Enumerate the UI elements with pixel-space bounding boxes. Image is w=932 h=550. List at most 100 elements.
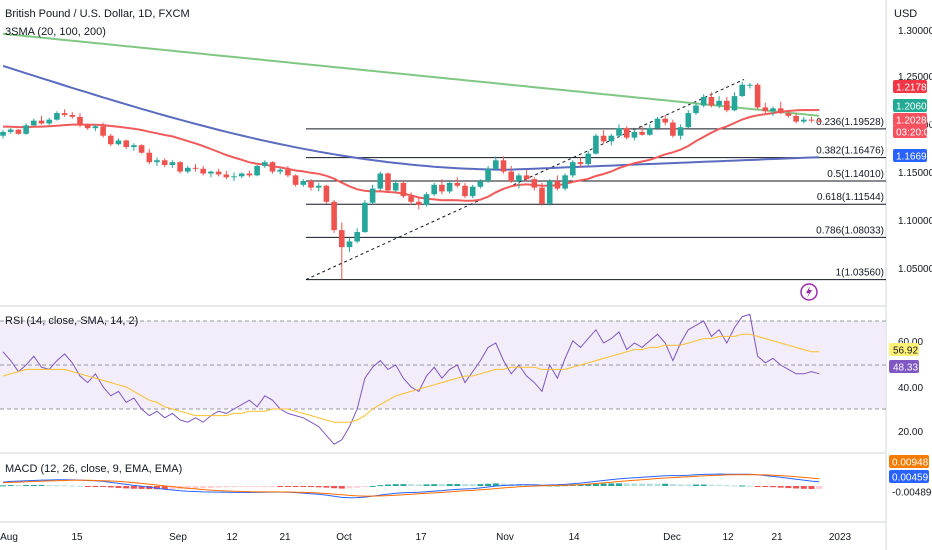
time-tick-label: Oct	[336, 532, 352, 543]
candle-body	[593, 135, 599, 154]
macd-histogram-bar	[130, 486, 137, 489]
candle-body	[570, 162, 576, 176]
price-tag	[893, 125, 927, 138]
macd-histogram-bar	[793, 486, 800, 489]
fib-level-label: 0.382(1.16476)	[816, 146, 884, 157]
candle-body	[693, 105, 699, 114]
candle-body	[454, 182, 461, 186]
candle-body	[392, 182, 399, 191]
chart-title: British Pound / U.S. Dollar, 1D, FXCM	[5, 8, 190, 20]
candle-body	[554, 181, 561, 189]
macd-histogram-bar	[662, 483, 669, 486]
candle-body	[385, 173, 391, 191]
macd-histogram-bar	[485, 483, 492, 486]
candle-body	[131, 145, 137, 148]
price-axis[interactable]: 1.300001.250001.200001.150001.100001.050…	[889, 26, 932, 499]
candlesticks	[0, 81, 822, 280]
macd-histogram-bar	[0, 485, 6, 487]
price-tick-label: 1.05000	[898, 264, 932, 275]
macd-histogram-bar	[800, 486, 807, 489]
macd-histogram-bar	[23, 485, 30, 487]
candle-body	[662, 118, 668, 123]
candle-body	[747, 84, 753, 86]
fib-level-label: 1(1.03560)	[836, 268, 884, 279]
macd-histogram-bar	[223, 486, 230, 488]
macd-histogram-bar	[7, 485, 14, 487]
macd-histogram-bar	[616, 483, 622, 486]
macd-histogram-bar	[30, 485, 37, 487]
candle-body	[246, 173, 253, 176]
time-axis[interactable]: Aug 15 Sep 12 21 Oct 17 Nov 14 Dec 12 21 2023	[0, 532, 851, 543]
rsi-tick-label: 40.00	[898, 383, 923, 394]
macd-histogram-bar	[739, 485, 746, 487]
macd-histogram-bar	[531, 484, 538, 486]
price-tick-label: 1.15000	[898, 168, 932, 179]
candle-body	[416, 201, 422, 205]
candle-body	[770, 108, 776, 112]
macd-histogram-bar	[408, 484, 415, 486]
macd-histogram-bar	[716, 484, 723, 486]
macd-histogram-bar	[354, 486, 361, 488]
macd-histogram-bar	[315, 486, 322, 488]
candle-body	[69, 114, 76, 117]
macd-histogram-bar	[107, 486, 114, 488]
macd-value-tag	[889, 455, 929, 468]
candle-body	[431, 184, 437, 195]
candle-body	[523, 175, 530, 180]
candle-body	[731, 96, 738, 111]
macd-value-label: -0.00489	[892, 488, 932, 499]
time-tick-label: Sep	[169, 532, 187, 543]
candle-body	[700, 97, 707, 106]
candle-body	[762, 107, 769, 112]
candle-body	[339, 230, 345, 248]
price-tag-label: 03:20:00	[896, 128, 932, 139]
time-tick-label: 21	[279, 532, 291, 543]
macd-histogram-bar	[284, 486, 291, 487]
time-tick-label: Aug	[0, 532, 18, 543]
macd-histogram-bar	[585, 484, 592, 486]
candle-body	[292, 175, 299, 185]
fibonacci-retracement[interactable]: 0.236(1.19528) 0.382(1.16476) 0.5(1.14010)…	[305, 79, 886, 281]
macd-histogram-bar	[677, 484, 684, 486]
candle-body	[84, 125, 91, 129]
lightning-icon[interactable]	[800, 283, 818, 301]
candle-body	[716, 100, 722, 106]
macd-panel	[0, 473, 823, 499]
candle-body	[123, 140, 129, 148]
macd-histogram-bar	[762, 486, 769, 487]
macd-histogram-bar	[639, 483, 646, 486]
macd-histogram-bar	[292, 486, 299, 487]
candle-body	[685, 113, 692, 128]
macd-line	[2, 473, 820, 499]
macd-histogram-bar	[754, 486, 761, 487]
macd-histogram-bar	[277, 486, 284, 487]
macd-histogram-bar	[685, 484, 692, 486]
candle-body	[739, 84, 745, 97]
macd-histogram-bar	[777, 486, 784, 488]
price-tag-label: 1.20607	[896, 102, 932, 113]
macd-histogram-bar	[61, 485, 68, 487]
candle-body	[323, 185, 330, 202]
macd-histogram-bar	[693, 484, 699, 486]
candle-body	[161, 160, 168, 165]
candle-body	[362, 202, 368, 233]
macd-histogram-bar	[631, 483, 638, 486]
macd-histogram-bar	[608, 483, 615, 486]
candle-body	[77, 116, 83, 126]
macd-histogram-bar	[816, 486, 823, 490]
price-tag-label: 1.20289	[896, 116, 932, 127]
candle-body	[654, 118, 661, 129]
price-tag-label: 1.21782	[896, 83, 932, 94]
candle-body	[446, 182, 453, 192]
rsi-value-label: 56.92	[893, 346, 918, 357]
time-tick-label: 2023	[829, 532, 852, 543]
macd-histogram-bar	[500, 483, 507, 486]
time-tick-label: 17	[415, 532, 427, 543]
macd-histogram-bar	[192, 486, 199, 489]
macd-histogram-bar	[592, 483, 599, 486]
candle-body	[223, 174, 230, 178]
price-tag-label: 1.16690	[896, 152, 932, 163]
candle-body	[208, 171, 214, 174]
